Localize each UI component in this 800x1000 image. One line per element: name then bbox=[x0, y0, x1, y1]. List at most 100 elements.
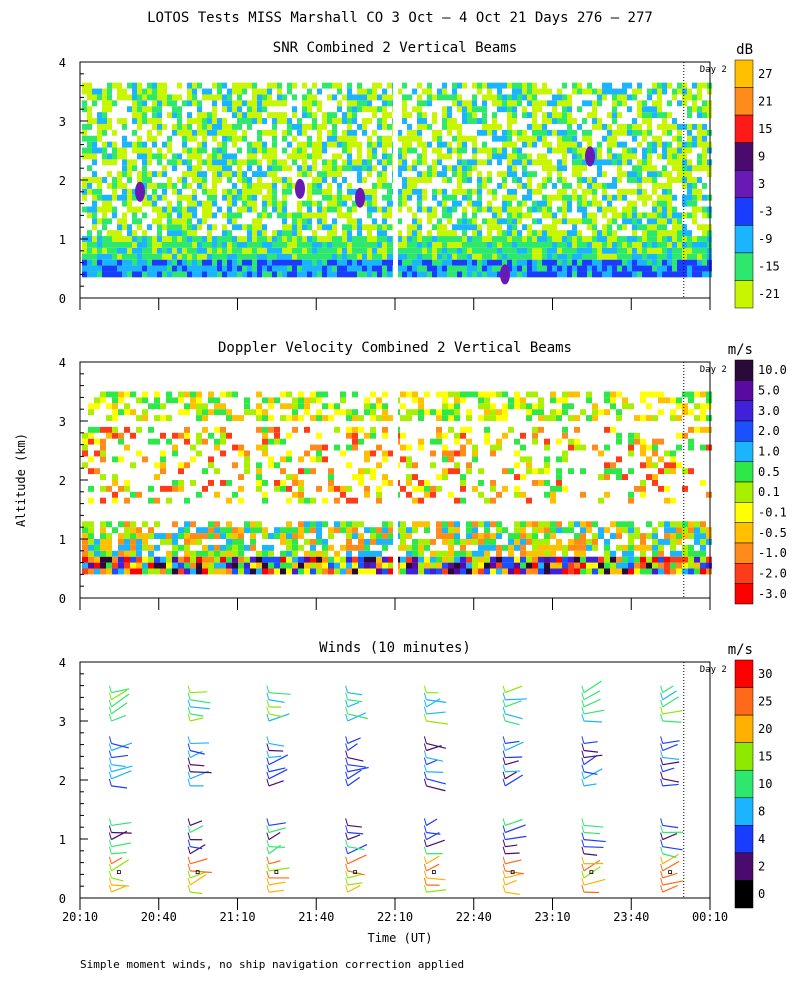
velocity-cell bbox=[496, 533, 502, 539]
snr-cell bbox=[167, 212, 172, 219]
snr-cell bbox=[162, 165, 167, 172]
snr-cell bbox=[207, 212, 212, 219]
velocity-cell bbox=[418, 539, 424, 545]
snr-cell bbox=[217, 118, 222, 124]
snr-cell bbox=[457, 100, 462, 107]
snr-cell bbox=[277, 230, 282, 237]
snr-cell bbox=[362, 253, 367, 260]
snr-cell bbox=[607, 259, 612, 266]
velocity-cell bbox=[184, 497, 190, 504]
snr-cell bbox=[272, 153, 277, 160]
snr-cell bbox=[227, 165, 232, 172]
wind-barb bbox=[504, 774, 524, 787]
snr-cell bbox=[357, 88, 362, 95]
snr-cell bbox=[532, 236, 537, 242]
snr-cell bbox=[117, 153, 122, 160]
velocity-cell bbox=[430, 491, 436, 498]
velocity-cell bbox=[106, 485, 112, 492]
velocity-cell bbox=[310, 397, 316, 404]
wind-origin-marker bbox=[353, 870, 358, 875]
snr-cell bbox=[417, 159, 422, 166]
velocity-cell bbox=[652, 444, 658, 451]
velocity-cell bbox=[154, 474, 160, 480]
snr-cell bbox=[572, 188, 577, 195]
snr-cell bbox=[232, 182, 237, 189]
snr-cell bbox=[272, 259, 277, 266]
wind-barb bbox=[111, 785, 128, 789]
snr-cell bbox=[597, 241, 602, 248]
velocity-cell bbox=[502, 562, 508, 569]
snr-cell bbox=[667, 112, 672, 119]
snr-cell bbox=[307, 188, 312, 195]
snr-cell bbox=[652, 206, 657, 213]
snr-cell bbox=[387, 153, 392, 160]
snr-cell bbox=[207, 88, 212, 95]
snr-cell bbox=[672, 265, 677, 272]
snr-cell bbox=[202, 236, 207, 242]
snr-cell bbox=[292, 153, 297, 160]
snr-cell bbox=[607, 265, 612, 272]
snr-cell bbox=[267, 171, 272, 178]
snr-cell bbox=[522, 194, 527, 201]
velocity-cell bbox=[238, 562, 244, 569]
snr-cell bbox=[442, 236, 447, 242]
snr-cell bbox=[357, 218, 362, 225]
colorbar-label: -9 bbox=[758, 232, 772, 246]
velocity-cell bbox=[580, 527, 586, 534]
snr-cell bbox=[102, 236, 107, 242]
snr-cell bbox=[587, 271, 592, 278]
velocity-cell bbox=[592, 409, 598, 416]
snr-cell bbox=[502, 171, 507, 178]
snr-cell bbox=[487, 259, 492, 266]
snr-cell bbox=[187, 265, 192, 272]
snr-cell bbox=[257, 171, 262, 178]
snr-cell bbox=[207, 194, 212, 201]
snr-cell bbox=[337, 188, 342, 195]
snr-cell bbox=[172, 230, 177, 237]
velocity-cell bbox=[658, 550, 664, 557]
snr-cell bbox=[277, 100, 282, 107]
snr-cell bbox=[422, 247, 427, 254]
snr-cell bbox=[642, 135, 647, 142]
snr-cell bbox=[627, 129, 632, 136]
snr-cell bbox=[437, 218, 442, 225]
snr-cell bbox=[452, 271, 457, 278]
snr-cell bbox=[397, 236, 402, 242]
velocity-cell bbox=[304, 568, 310, 575]
velocity-cell bbox=[640, 485, 646, 492]
wind-barb-flag bbox=[423, 757, 427, 765]
snr-cell bbox=[287, 230, 292, 237]
velocity-cell bbox=[382, 480, 388, 486]
snr-cell bbox=[662, 271, 667, 278]
snr-cell bbox=[102, 241, 107, 248]
snr-cell bbox=[307, 153, 312, 160]
wind-barb-flag bbox=[187, 863, 191, 871]
wind-barb bbox=[504, 685, 523, 694]
velocity-cell bbox=[652, 539, 658, 545]
snr-cell bbox=[502, 253, 507, 260]
snr-cell bbox=[552, 218, 557, 225]
snr-cell bbox=[652, 218, 657, 225]
snr-cell bbox=[217, 259, 222, 266]
velocity-cell bbox=[160, 556, 166, 563]
snr-cell bbox=[592, 218, 597, 225]
wind-barb-flag bbox=[502, 863, 506, 871]
wind-barb-flag bbox=[345, 856, 349, 864]
snr-cell bbox=[587, 141, 592, 148]
snr-cell bbox=[512, 230, 517, 237]
wind-barb bbox=[426, 771, 444, 773]
velocity-cell bbox=[658, 562, 664, 569]
velocity-cell bbox=[304, 403, 310, 410]
velocity-cell bbox=[208, 462, 214, 469]
snr-cell bbox=[407, 94, 412, 101]
snr-cell bbox=[477, 177, 482, 183]
snr-cell bbox=[347, 88, 352, 95]
wind-barb bbox=[111, 859, 129, 872]
wind-barb bbox=[347, 776, 361, 787]
velocity-cell bbox=[664, 462, 670, 469]
velocity-cell bbox=[82, 562, 88, 569]
snr-cell bbox=[227, 153, 232, 160]
snr-cell bbox=[512, 247, 517, 254]
snr-cell bbox=[87, 165, 92, 172]
velocity-cell bbox=[292, 474, 298, 480]
